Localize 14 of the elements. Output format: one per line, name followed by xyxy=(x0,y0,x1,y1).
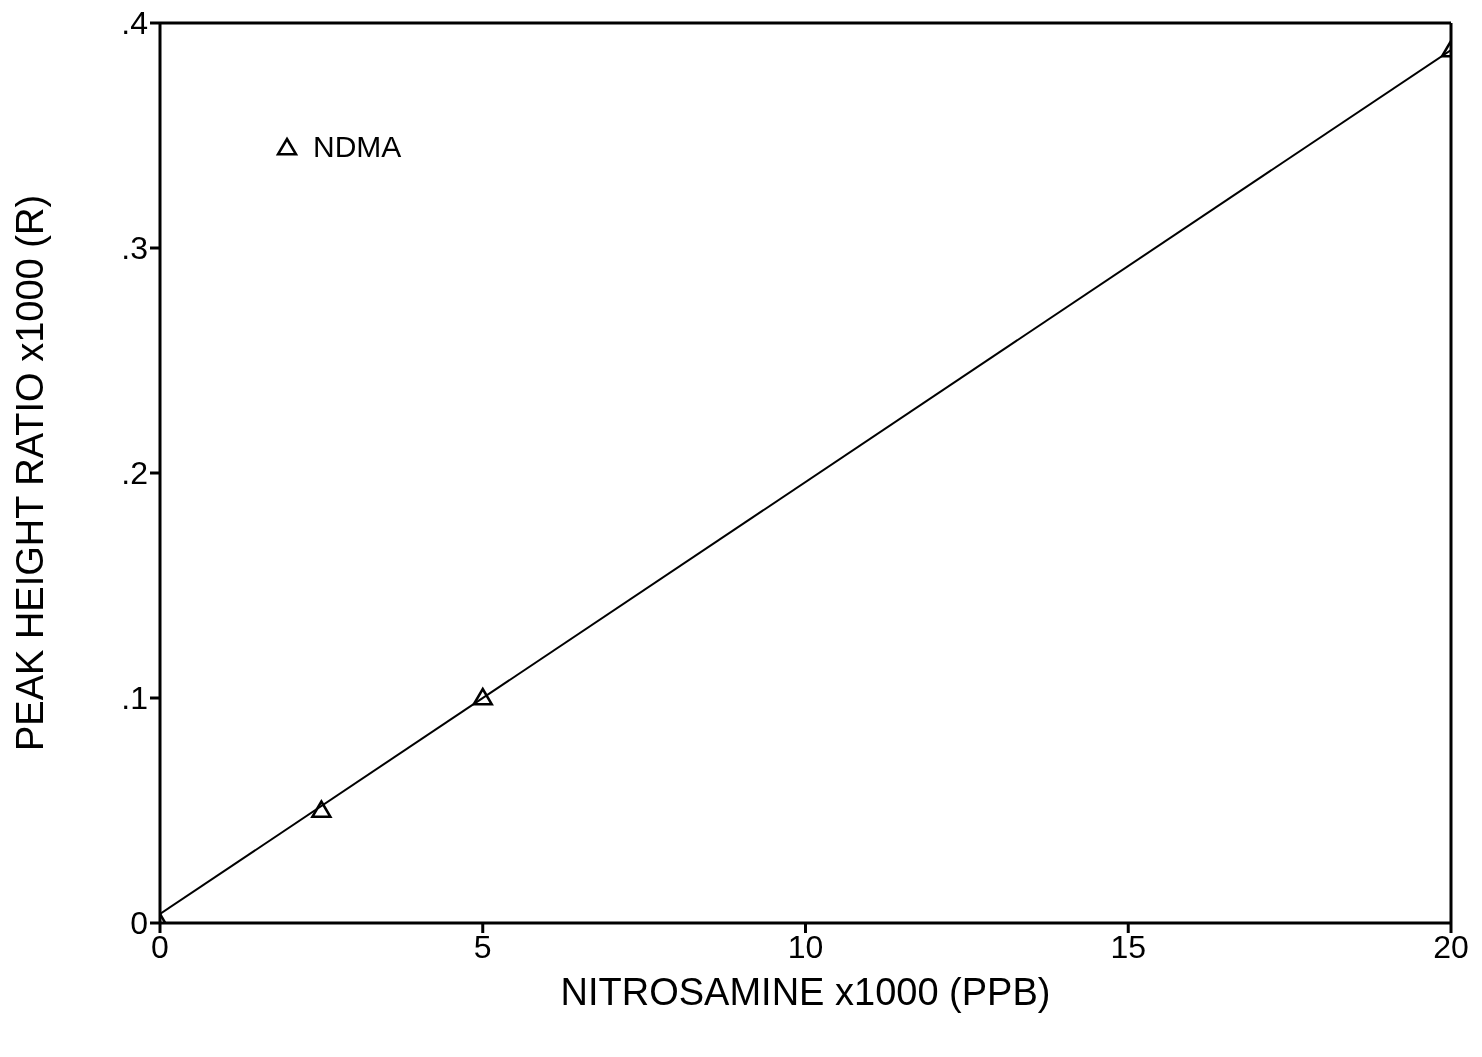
x-tick-label: 10 xyxy=(787,928,824,965)
x-tick-label: 20 xyxy=(1433,928,1469,965)
legend-label: NDMA xyxy=(313,130,402,164)
y-axis-title: PEAK HEIGHT RATIO x1000 (R) xyxy=(9,194,52,752)
y-tick-label: .2 xyxy=(121,455,148,492)
x-axis-title: NITROSAMINE x1000 (PPB) xyxy=(560,971,1051,1013)
x-tick-label: 5 xyxy=(473,928,492,965)
y-tick-label: 0 xyxy=(130,905,148,942)
y-tick-label: .4 xyxy=(121,5,148,42)
point xyxy=(472,687,493,706)
y-tick-label: .3 xyxy=(121,230,148,267)
y-tick-label: .1 xyxy=(121,680,148,717)
x-tick-label: 15 xyxy=(1110,928,1147,965)
point xyxy=(311,800,332,819)
